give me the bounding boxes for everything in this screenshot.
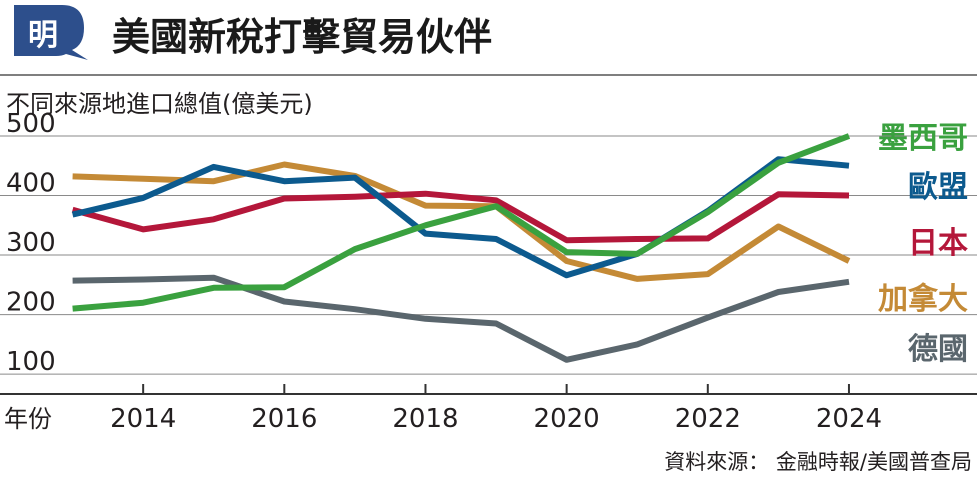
legend-label: 日本 — [908, 226, 968, 261]
x-axis — [0, 384, 977, 395]
series-line — [71, 190, 850, 244]
series-line — [72, 133, 851, 312]
x-tick-label: 2022 — [675, 404, 741, 434]
series-line — [72, 161, 851, 282]
series-lines — [71, 133, 851, 363]
y-tick-label: 400 — [6, 169, 56, 199]
gridlines — [0, 135, 977, 375]
y-axis-title: 不同來源地進口總值(億美元) — [6, 90, 313, 118]
header: 明 美國新稅打擊貿易伙伴 — [0, 5, 977, 76]
brand-badge-shape — [14, 5, 88, 60]
x-tick-label: 2016 — [251, 404, 317, 434]
x-tick-label: 2014 — [110, 404, 176, 434]
x-tick-labels: 2014 2016 2018 2020 2022 2024 — [110, 404, 882, 434]
legend-label: 歐盟 — [908, 170, 968, 205]
x-axis-title: 年份 — [4, 405, 52, 433]
legend-label: 墨西哥 — [878, 121, 968, 156]
source-note: 資料來源： 金融時報/美國普查局 — [664, 450, 972, 474]
legend-label: 德國 — [908, 332, 968, 367]
series-line — [72, 274, 850, 363]
y-tick-label: 100 — [6, 347, 56, 377]
chart-title: 美國新稅打擊貿易伙伴 — [112, 15, 492, 59]
y-tick-label: 500 — [6, 109, 56, 139]
legend-label: 加拿大 — [878, 282, 968, 317]
y-tick-labels: 100 200 300 400 500 — [6, 109, 56, 377]
x-tick-label: 2024 — [816, 404, 882, 434]
x-tick-label: 2018 — [392, 404, 458, 434]
brand-badge-text: 明 — [28, 18, 58, 53]
legend: 德國 加拿大 日本 歐盟 墨西哥 — [878, 121, 968, 367]
y-tick-label: 200 — [6, 288, 56, 318]
y-tick-label: 300 — [6, 228, 56, 258]
x-tick-label: 2020 — [534, 404, 600, 434]
